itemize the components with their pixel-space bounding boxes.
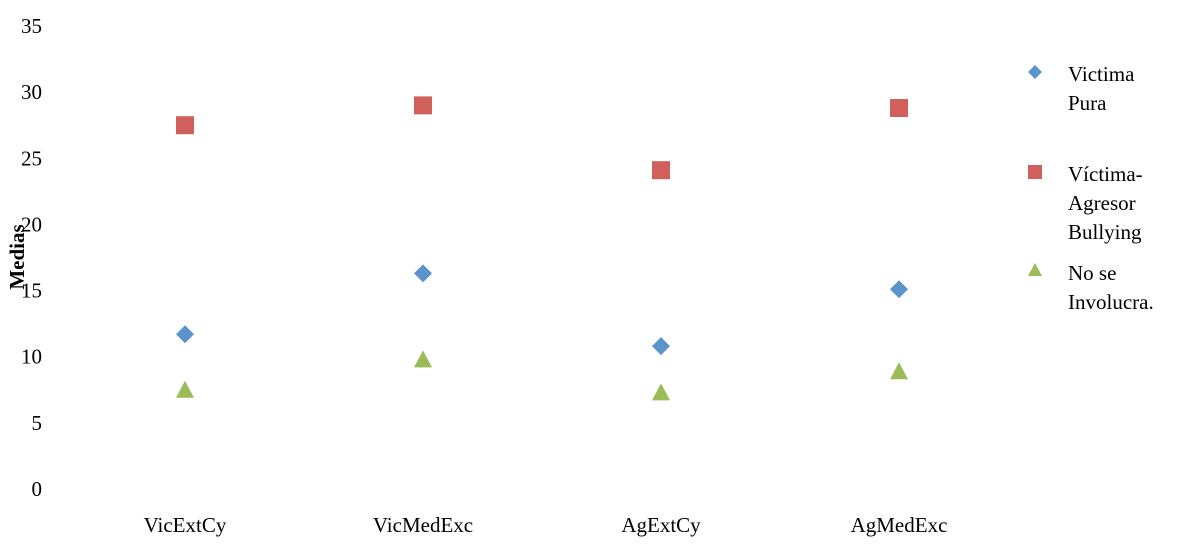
data-point-triangle xyxy=(414,350,432,368)
data-point-square xyxy=(176,116,194,135)
x-tick-label: AgMedExc xyxy=(851,513,948,537)
legend-label: Involucra. xyxy=(1068,290,1154,314)
data-point-triangle xyxy=(176,380,194,398)
y-axis-title: Medias xyxy=(5,224,29,289)
data-point-square xyxy=(652,161,670,180)
legend-label: Víctima- xyxy=(1068,162,1143,186)
legend-label: Victima xyxy=(1068,62,1135,86)
y-tick-label: 10 xyxy=(21,345,42,369)
y-tick-label: 35 xyxy=(21,14,42,38)
y-tick-label: 30 xyxy=(21,80,42,104)
data-point-diamond xyxy=(414,264,432,283)
y-tick-label: 0 xyxy=(32,477,43,501)
x-tick-label: VicMedExc xyxy=(373,513,473,537)
legend-label: Agresor xyxy=(1068,191,1136,215)
data-point-square xyxy=(890,99,908,118)
y-tick-label: 25 xyxy=(21,146,42,170)
data-point-triangle xyxy=(890,362,908,380)
x-tick-label: VicExtCy xyxy=(144,513,227,537)
data-point-diamond xyxy=(176,325,194,344)
x-tick-label: AgExtCy xyxy=(621,513,701,537)
y-tick-label: 20 xyxy=(21,212,42,236)
legend-label: No se xyxy=(1068,261,1116,285)
data-point-square xyxy=(414,96,432,115)
data-point-diamond xyxy=(652,337,670,356)
legend-marker-diamond xyxy=(1028,65,1042,79)
legend-marker-square xyxy=(1028,165,1042,179)
legend-marker-triangle xyxy=(1028,263,1042,276)
legend-label: Pura xyxy=(1068,91,1107,115)
data-point-triangle xyxy=(652,383,670,401)
y-tick-label: 5 xyxy=(32,411,43,435)
data-point-diamond xyxy=(890,280,908,299)
y-tick-label: 15 xyxy=(21,279,42,303)
legend-label: Bullying xyxy=(1068,220,1142,244)
